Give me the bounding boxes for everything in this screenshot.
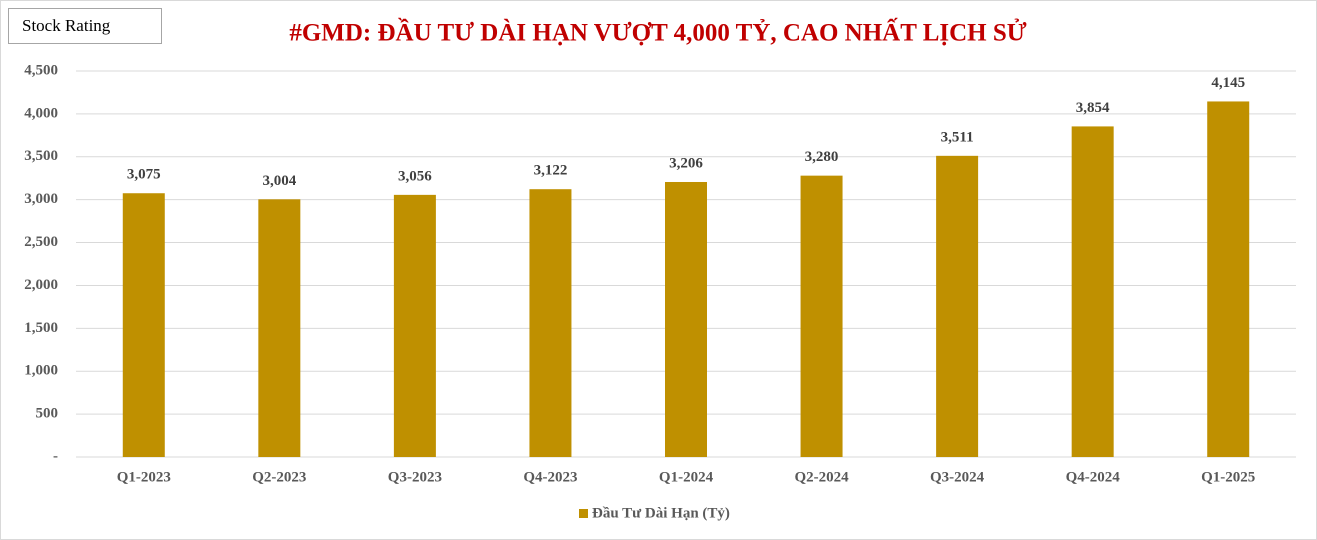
- annotation-box: [8, 8, 162, 44]
- value-label: 3,056: [398, 168, 432, 184]
- x-tick-label: Q4-2024: [1066, 469, 1121, 485]
- value-label: 3,854: [1076, 100, 1110, 116]
- y-tick-label: 4,000: [24, 105, 58, 121]
- x-tick-label: Q2-2024: [794, 469, 849, 485]
- value-label: 3,206: [669, 155, 703, 171]
- legend-swatch: [579, 509, 588, 518]
- x-tick-label: Q1-2025: [1201, 469, 1255, 485]
- bar: [665, 181, 707, 457]
- value-label: 3,075: [127, 167, 161, 183]
- value-label: 3,280: [805, 149, 839, 165]
- y-tick-label: 500: [36, 406, 59, 422]
- bar: [122, 193, 165, 457]
- x-tick-label: Q2-2023: [252, 469, 306, 485]
- y-tick-label: 4,500: [24, 62, 58, 78]
- bar: [1207, 101, 1250, 457]
- legend-label: Đầu Tư Dài Hạn (Tỷ): [592, 505, 730, 521]
- bar: [258, 199, 301, 458]
- x-tick-label: Q3-2024: [930, 469, 985, 485]
- y-tick-label: 2,000: [24, 277, 58, 293]
- y-tick-label: 1,000: [24, 363, 58, 379]
- x-tick-label: Q4-2023: [523, 469, 577, 485]
- bar: [936, 155, 979, 457]
- annotation: Stock Rating: [22, 16, 111, 35]
- value-label: 3,122: [534, 163, 568, 179]
- x-tick-label: Q1-2023: [117, 469, 171, 485]
- value-label: 3,511: [941, 129, 974, 145]
- y-tick-label: -: [53, 448, 58, 464]
- x-tick-label: Q1-2024: [659, 469, 714, 485]
- y-tick-label: 2,500: [24, 234, 58, 250]
- x-tick-label: Q3-2023: [388, 469, 442, 485]
- bar: [1071, 126, 1114, 457]
- y-tick-label: 1,500: [24, 320, 58, 336]
- bar: [800, 175, 843, 457]
- value-label: 3,004: [262, 173, 296, 189]
- y-tick-label: 3,500: [24, 148, 58, 164]
- value-label: 4,145: [1211, 75, 1245, 91]
- chart-title: #GMD: ĐẦU TƯ DÀI HẠN VƯỢT 4,000 TỶ, CAO …: [289, 18, 1026, 47]
- bar: [529, 189, 572, 457]
- bar: [393, 194, 436, 458]
- y-tick-label: 3,000: [24, 191, 58, 207]
